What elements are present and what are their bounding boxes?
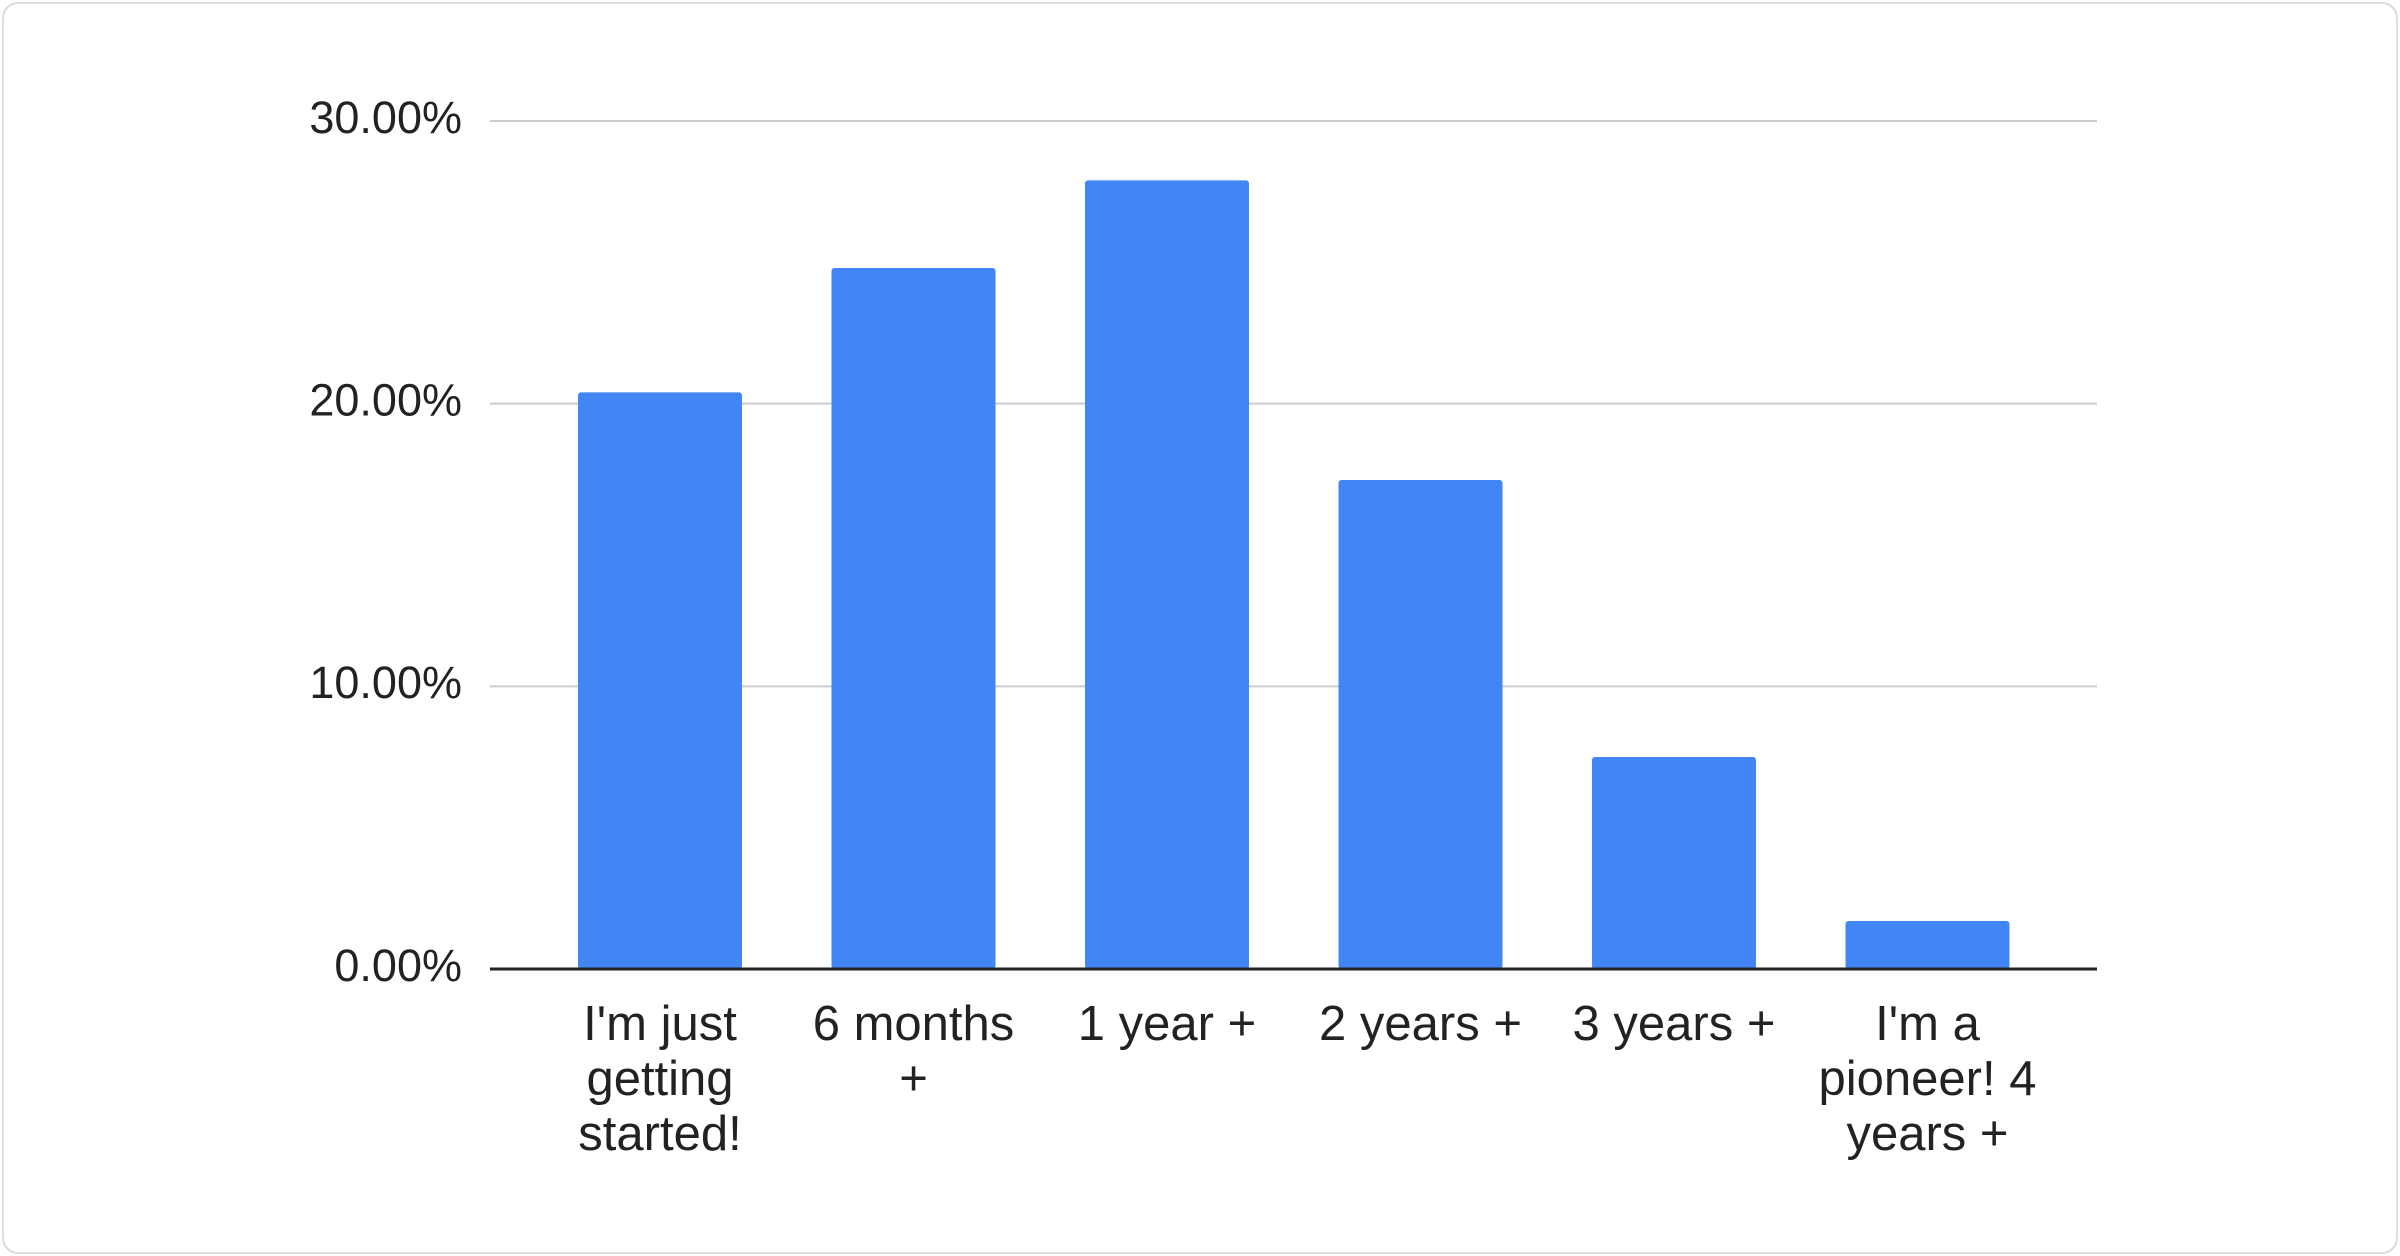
- x-tick-label: 2 years +: [1319, 997, 1522, 1051]
- y-tick-label: 30.00%: [309, 92, 462, 143]
- x-tick-label: 6 months +: [812, 997, 1015, 1106]
- y-tick-label: 10.00%: [309, 657, 462, 708]
- bar: [578, 392, 742, 969]
- y-tick-label: 0.00%: [334, 940, 462, 991]
- bar: [831, 267, 996, 969]
- y-tick-label: 20.00%: [309, 375, 462, 426]
- x-tick-label: I'm just getting started!: [578, 997, 742, 1161]
- bar: [1085, 180, 1249, 970]
- x-tick-label: 1 year +: [1077, 997, 1257, 1051]
- bar: [1845, 920, 2010, 969]
- x-tick-label: 3 years +: [1572, 997, 1776, 1051]
- bar: [1592, 757, 1756, 969]
- bar: [1338, 479, 1503, 969]
- x-tick-label: I'm a pioneer! 4 years +: [1818, 997, 2037, 1161]
